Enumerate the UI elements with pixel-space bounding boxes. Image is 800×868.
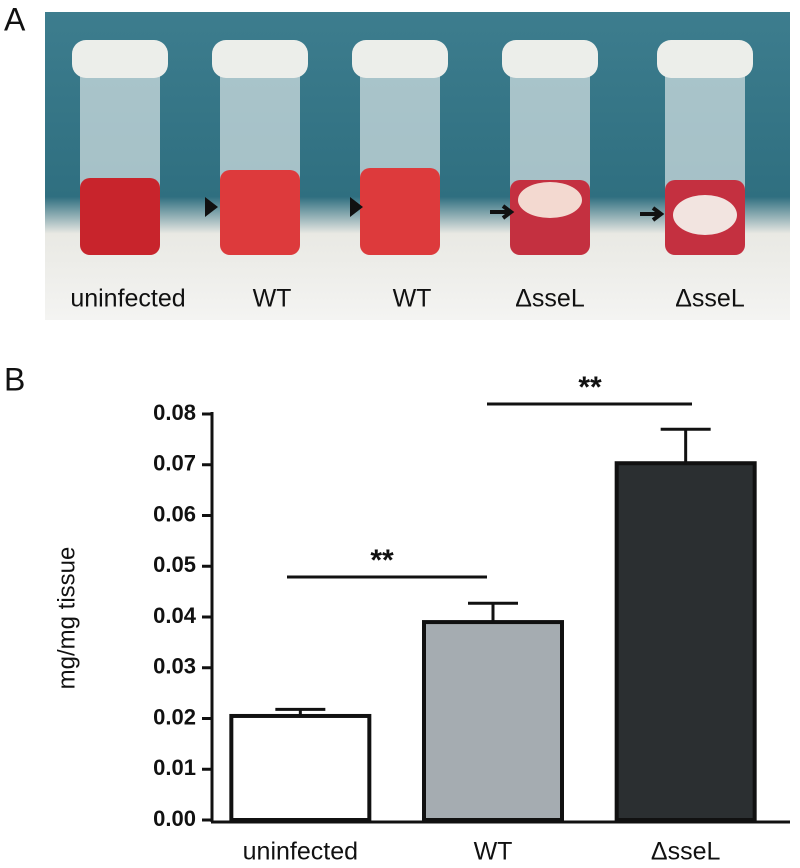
y-tick-label: 0.00	[153, 806, 196, 831]
photo-label: WT	[393, 285, 432, 313]
photo-label: WT	[253, 285, 292, 313]
y-tick-label: 0.02	[153, 704, 196, 729]
bar	[614, 461, 757, 822]
tubes	[72, 40, 753, 255]
y-tick-label: 0.07	[153, 451, 196, 476]
panel-label: B	[4, 361, 25, 397]
y-tick-label: 0.06	[153, 501, 196, 526]
x-tick-label: uninfected	[243, 838, 358, 866]
y-tick-label: 0.05	[153, 552, 196, 577]
photo: uninfected WT WT ΔsseL ΔsseL	[45, 12, 790, 320]
x-tick-label: ΔsseL	[651, 838, 721, 866]
plot: 0.00 0.01 0.02 0.03 0.04 0.05 0.06 0.07 0.08 unin…	[153, 400, 790, 866]
y-axis-label: mg/mg tissue	[53, 547, 80, 690]
y-tick-label: 0.01	[153, 755, 196, 780]
y-tick-label: 0.08	[153, 400, 196, 425]
panel-label: A	[4, 1, 26, 37]
significance-label: **	[578, 371, 602, 404]
significance-label: **	[370, 544, 394, 577]
photo-label: ΔsseL	[675, 285, 745, 313]
y-tick-label: 0.04	[153, 603, 197, 628]
y-tick-label: 0.03	[153, 654, 196, 679]
x-tick-label: WT	[474, 838, 513, 866]
photo-label: ΔsseL	[515, 285, 585, 313]
bar	[229, 713, 372, 823]
bar	[422, 620, 564, 823]
photo-label: uninfected	[70, 285, 185, 313]
